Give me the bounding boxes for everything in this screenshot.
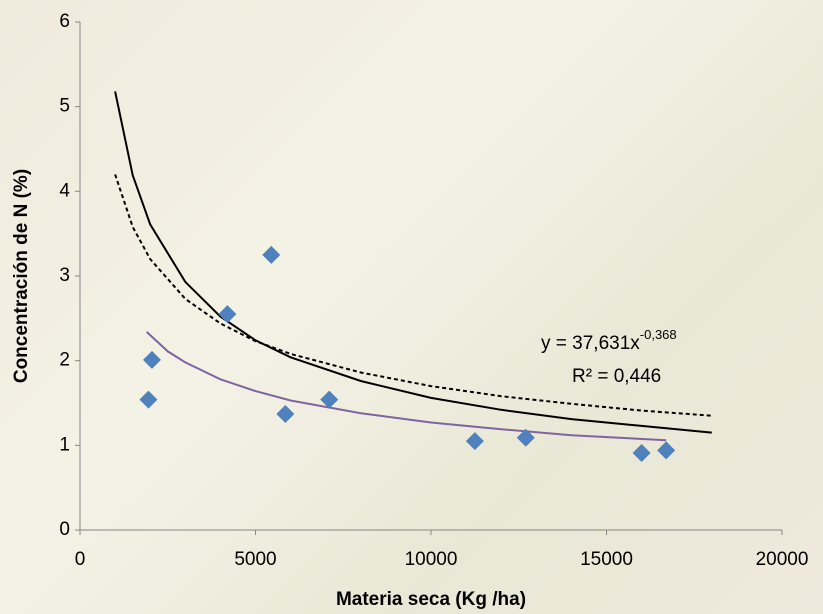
x-tick-label: 10000 — [405, 549, 458, 570]
data-point — [218, 305, 237, 324]
data-point — [262, 245, 281, 264]
y-tick-label: 4 — [59, 180, 70, 201]
x-tick-label: 5000 — [234, 549, 276, 570]
data-point — [465, 432, 484, 451]
data-point — [320, 390, 339, 409]
x-tick-label: 20000 — [756, 549, 809, 570]
data-point — [139, 390, 158, 409]
x-tick-label: 0 — [75, 549, 86, 570]
equation-exponent: -0,368 — [640, 327, 677, 342]
x-axis-title: Materia seca (Kg /ha) — [336, 589, 526, 610]
y-tick-label: 1 — [59, 434, 70, 455]
data-point — [276, 405, 295, 424]
data-point — [657, 441, 676, 460]
r-squared: R² = 0,446 — [572, 366, 661, 387]
y-tick-label: 0 — [59, 519, 70, 540]
equation-text: y = 37,631x — [541, 333, 640, 354]
y-tick-label: 5 — [59, 96, 70, 117]
x-tick-label: 15000 — [580, 549, 633, 570]
y-tick-label: 3 — [59, 265, 70, 286]
trend-line — [114, 174, 712, 417]
data-point — [632, 443, 651, 462]
data-point — [142, 350, 161, 369]
data-point — [516, 428, 535, 447]
y-axis-title: Concentración de N (%) — [11, 169, 32, 383]
y-tick-label: 2 — [59, 350, 70, 371]
trend-line — [114, 91, 712, 434]
equation: y = 37,631x-0,368 — [541, 327, 677, 354]
y-tick-label: 6 — [59, 11, 70, 32]
